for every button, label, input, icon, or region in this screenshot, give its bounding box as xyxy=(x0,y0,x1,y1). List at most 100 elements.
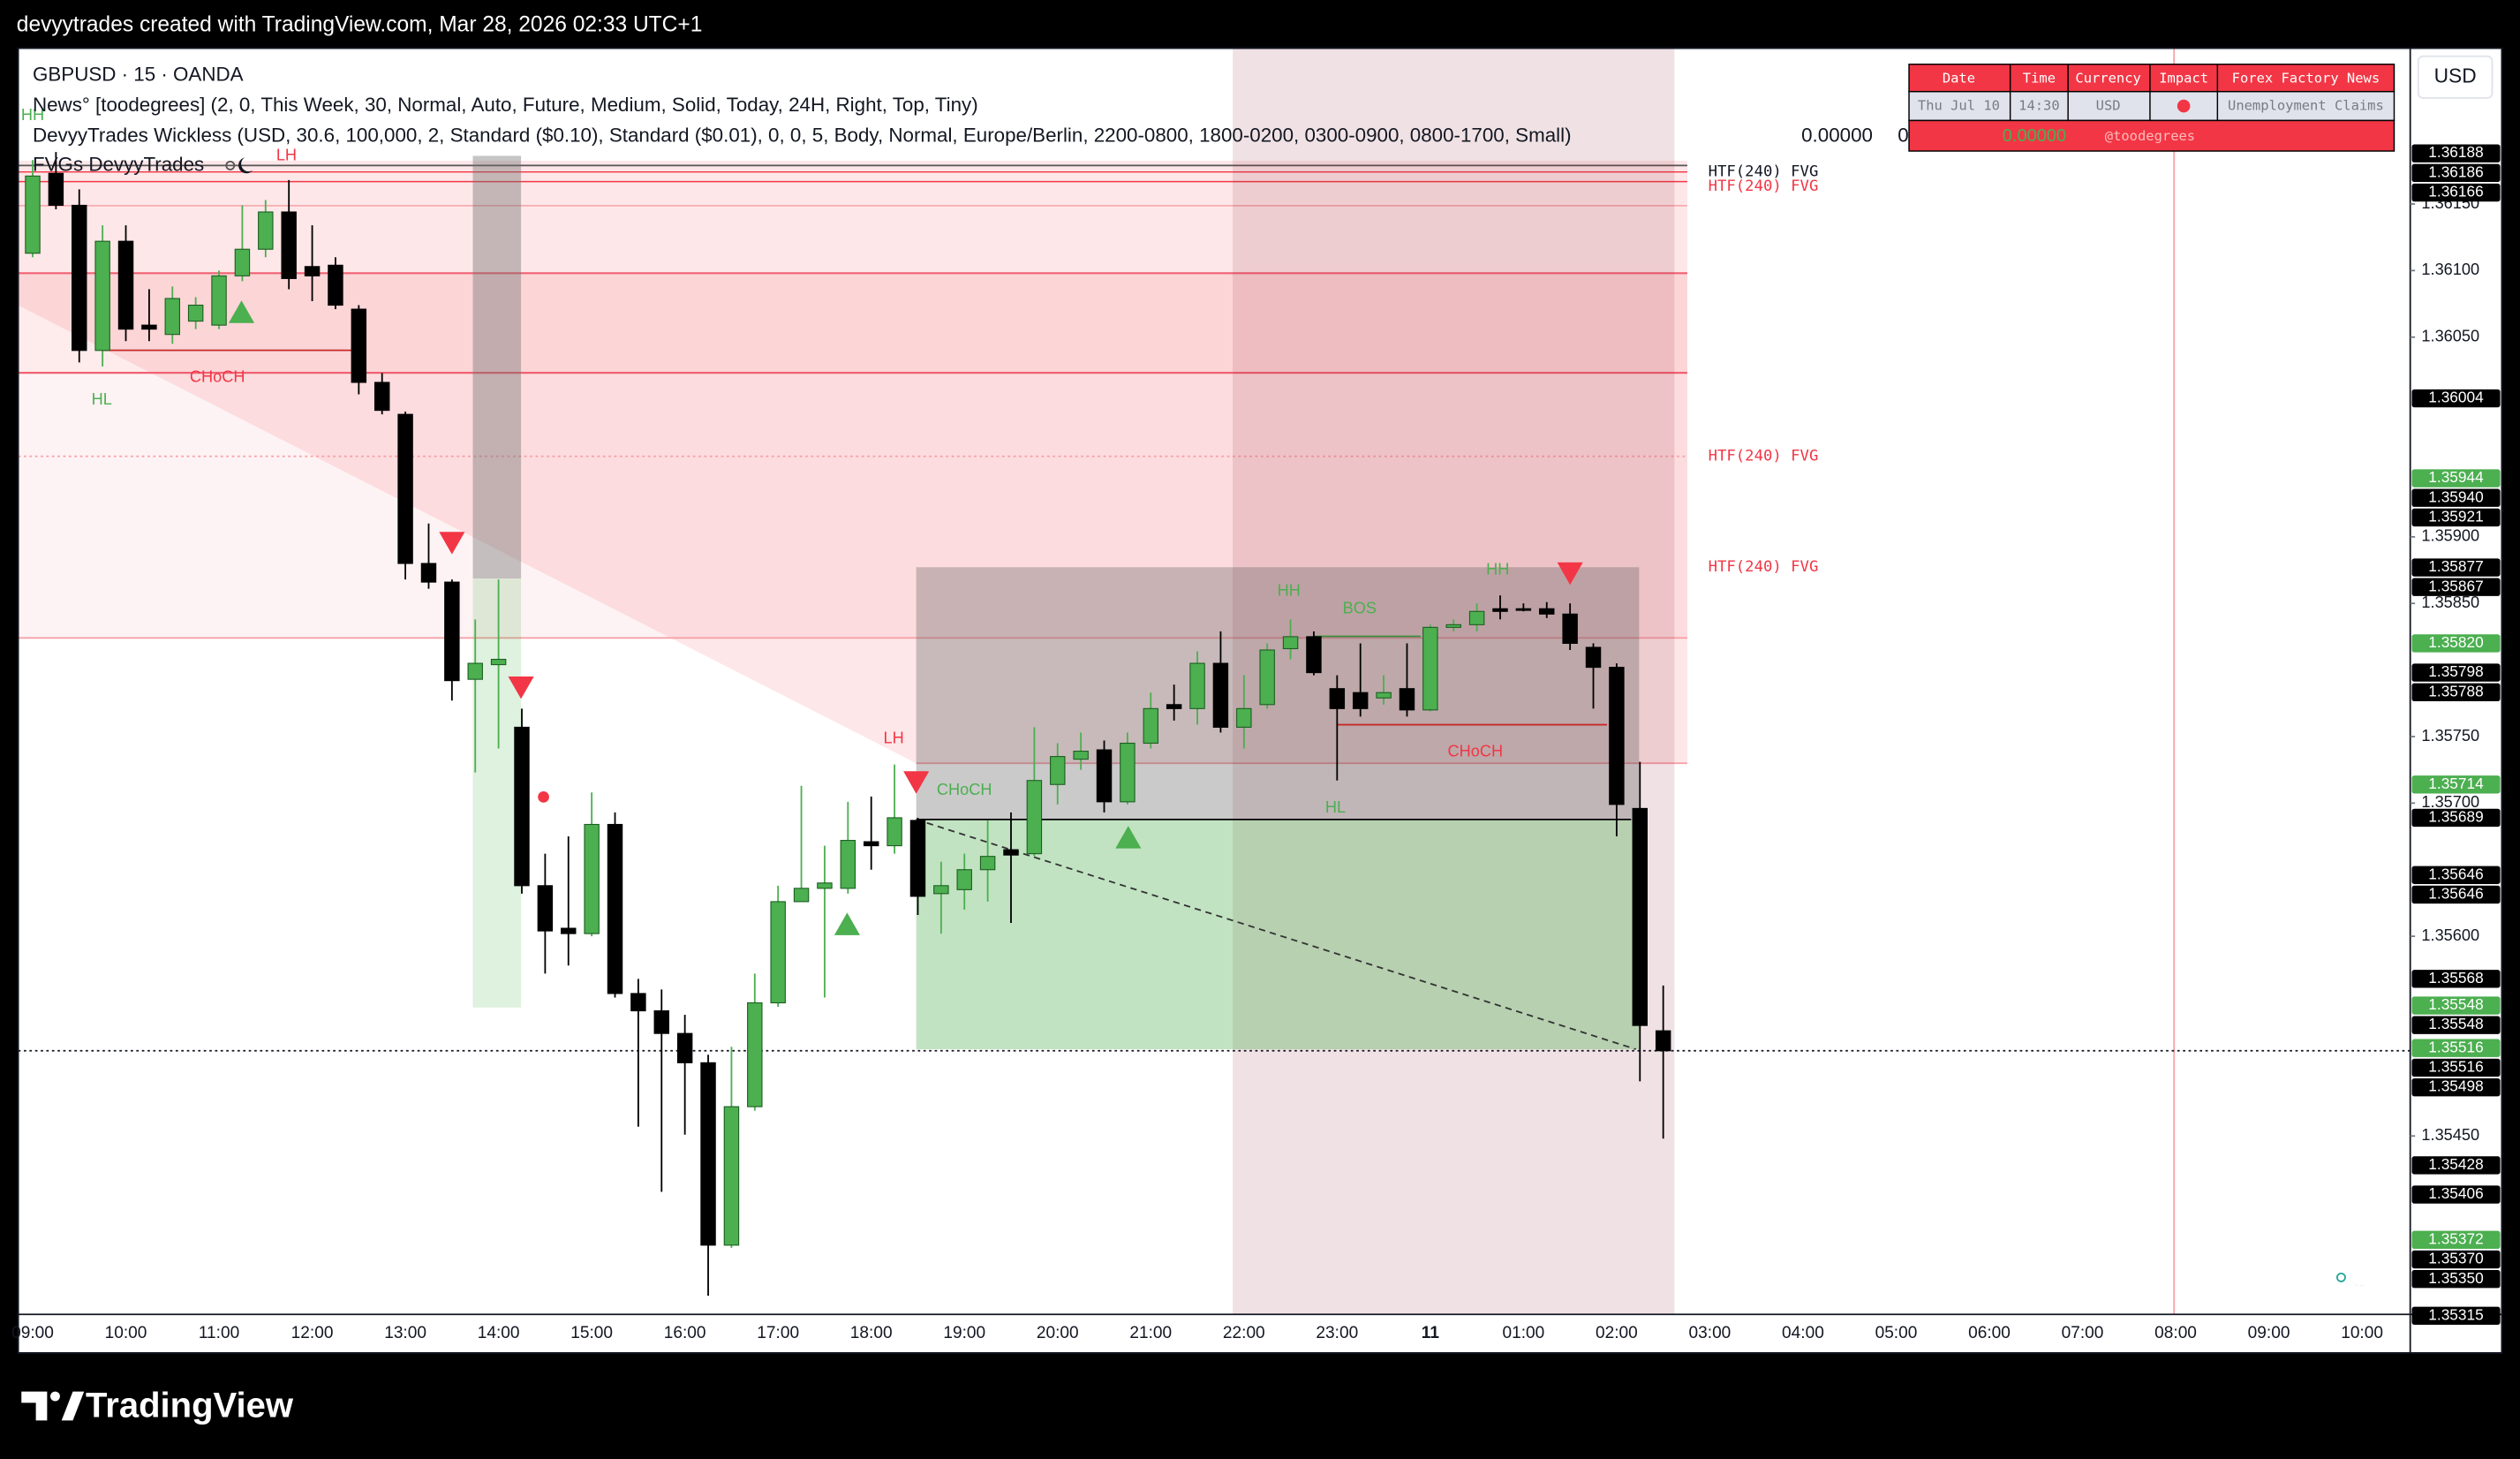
logo-text: TradingView xyxy=(86,1386,294,1425)
annotation: CHoCH xyxy=(1447,742,1503,760)
price-tag xyxy=(2411,508,2501,527)
candle-body xyxy=(840,840,856,889)
x-tick-label: 17:00 xyxy=(757,1324,799,1342)
price-tag-label: 1.35372 xyxy=(2428,1229,2483,1247)
y-tick-label: 1.35900 xyxy=(2421,527,2479,545)
x-tick-label: 18:00 xyxy=(850,1324,893,1342)
candle-body xyxy=(373,382,390,412)
x-tick-label: 11:00 xyxy=(199,1324,239,1342)
table-column: Time xyxy=(2023,71,2056,87)
sell-signal xyxy=(1557,562,1583,586)
price-tag xyxy=(2411,389,2501,408)
price-tag xyxy=(2411,1156,2501,1175)
candle-body xyxy=(1399,688,1415,711)
event-dot xyxy=(538,791,549,803)
y-tick-label: 1.35600 xyxy=(2421,926,2479,944)
price-tag-label: 1.36004 xyxy=(2428,389,2484,406)
overlays xyxy=(18,48,2176,1315)
price-tag xyxy=(2411,683,2501,702)
candle-body xyxy=(490,658,507,666)
price-tag-label: 1.35350 xyxy=(2428,1269,2483,1287)
candle-body xyxy=(1026,780,1043,855)
x-tick-label: 19:00 xyxy=(943,1324,985,1342)
y-tick-label: 1.36050 xyxy=(2421,328,2479,345)
price-tag xyxy=(2411,1077,2501,1097)
x-tick-label: 13:00 xyxy=(384,1324,426,1342)
candle-body xyxy=(1282,636,1299,650)
candle-body xyxy=(328,264,343,306)
y-tick-label: 1.36100 xyxy=(2421,261,2479,278)
candle-body xyxy=(1445,624,1461,628)
x-tick-label: 22:00 xyxy=(1223,1324,1265,1342)
legend: GBPUSD · 15 · OANDA News° [toodegrees] (… xyxy=(33,63,2365,1286)
candle-body xyxy=(584,823,600,934)
candle-body xyxy=(676,1032,693,1063)
logo: TradingView xyxy=(21,1386,294,1425)
symbol-title: GBPUSD · 15 · OANDA xyxy=(33,63,244,85)
y-tick-label: 1.35450 xyxy=(2421,1126,2479,1144)
price-tag xyxy=(2411,144,2501,163)
currency-box[interactable] xyxy=(2417,55,2494,99)
price-tag-label: 1.35877 xyxy=(2428,557,2483,575)
price-tag-label: 1.36186 xyxy=(2428,163,2483,180)
price-tag xyxy=(2411,775,2501,794)
price-tag xyxy=(2411,1039,2501,1057)
candle-body xyxy=(420,563,437,583)
candle-body xyxy=(1073,751,1089,760)
fvg-label: HTF(240) FVG xyxy=(1709,448,1819,465)
price-tag-label: 1.35548 xyxy=(2428,995,2483,1013)
candle-body xyxy=(1468,610,1485,625)
annotation: HH xyxy=(21,106,44,124)
x-tick-label: 15:00 xyxy=(570,1324,613,1342)
caption: devyytrades created with TradingView.com… xyxy=(17,13,703,37)
candle-body xyxy=(304,266,321,276)
annotation: HH xyxy=(1486,561,1509,578)
table-column: Date xyxy=(1943,71,1975,87)
price-tag-label: 1.35867 xyxy=(2428,577,2483,594)
candle-body xyxy=(956,869,972,890)
x-tick-label: 09:00 xyxy=(11,1324,54,1342)
annotation: LH xyxy=(884,730,904,747)
annotation: CHoCH xyxy=(190,367,245,385)
price-tag xyxy=(2411,808,2501,828)
annotation: BOS xyxy=(1343,599,1377,616)
candle-body xyxy=(1329,688,1346,709)
candle-body xyxy=(1492,608,1508,612)
candle-body xyxy=(1189,662,1205,709)
price-tag xyxy=(2411,866,2501,884)
candle-body xyxy=(1655,1030,1671,1052)
price-tag xyxy=(2411,885,2501,904)
price-tag xyxy=(2411,469,2501,488)
logo-mark xyxy=(21,1391,48,1421)
price-tag-label: 1.35798 xyxy=(2428,662,2483,680)
candle-body xyxy=(933,885,949,895)
price-axis: 1.361501.361001.360501.359001.358501.357… xyxy=(2410,143,2501,1325)
indicator-line: News° [toodegrees] (2, 0, This Week, 30,… xyxy=(33,94,978,116)
candle-body xyxy=(863,841,879,847)
price-tag xyxy=(2411,488,2501,507)
candle-body xyxy=(281,211,297,279)
x-tick-label: 05:00 xyxy=(1875,1324,1918,1342)
currency[interactable]: USD xyxy=(2434,64,2477,87)
price-tag-label: 1.36188 xyxy=(2428,143,2483,161)
candle-body xyxy=(1166,704,1182,709)
logo-mark xyxy=(50,1391,60,1402)
price-tag-label: 1.35498 xyxy=(2428,1077,2483,1095)
table-column: Currency xyxy=(2075,71,2140,87)
candle-body xyxy=(1376,692,1392,699)
candle-body xyxy=(1515,608,1532,611)
x-tick-label: 20:00 xyxy=(1037,1324,1079,1342)
x-tick-label: 10:00 xyxy=(2341,1324,2383,1342)
candle-body xyxy=(793,888,810,903)
price-tag-label: 1.35921 xyxy=(2428,507,2483,525)
price-tag-label: 1.35428 xyxy=(2428,1155,2483,1173)
fvg-zone xyxy=(18,273,1687,374)
candle-body xyxy=(747,1002,763,1107)
candle-body xyxy=(141,324,157,330)
sell-signal xyxy=(508,676,534,699)
buy-signal xyxy=(228,300,255,323)
table-cell: USD xyxy=(2096,98,2121,114)
table-cell: Thu Jul 10 xyxy=(1918,98,2000,114)
price-tag xyxy=(2411,970,2501,988)
